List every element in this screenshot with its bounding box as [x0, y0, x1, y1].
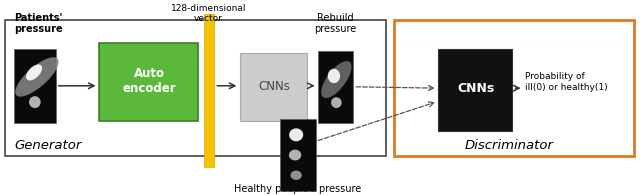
Text: Healthy people's pressure: Healthy people's pressure — [234, 184, 361, 194]
Text: 128-dimensional
vector: 128-dimensional vector — [171, 4, 246, 23]
Bar — [240, 53, 307, 121]
Ellipse shape — [26, 64, 42, 81]
Bar — [5, 20, 386, 156]
Bar — [280, 119, 316, 191]
Text: CNNs: CNNs — [258, 80, 290, 93]
Ellipse shape — [331, 97, 342, 108]
Text: Discriminator: Discriminator — [464, 139, 554, 152]
Bar — [394, 20, 634, 156]
Ellipse shape — [15, 57, 59, 97]
Text: Rebuild
pressure: Rebuild pressure — [314, 13, 356, 34]
Bar — [204, 14, 214, 167]
Ellipse shape — [328, 69, 340, 83]
Ellipse shape — [289, 128, 303, 141]
Ellipse shape — [29, 96, 41, 108]
Text: CNNs: CNNs — [457, 82, 494, 95]
Text: Probability of
ill(0) or healthy(1): Probability of ill(0) or healthy(1) — [525, 72, 607, 92]
Bar — [438, 49, 512, 131]
Ellipse shape — [321, 61, 351, 98]
Bar — [14, 49, 56, 123]
Text: Patients'
pressure: Patients' pressure — [14, 13, 63, 34]
Bar — [99, 43, 198, 121]
Text: Auto
encoder: Auto encoder — [122, 67, 176, 95]
Text: Generator: Generator — [14, 139, 81, 152]
Ellipse shape — [291, 171, 302, 180]
Ellipse shape — [289, 150, 301, 160]
Bar — [318, 51, 353, 123]
